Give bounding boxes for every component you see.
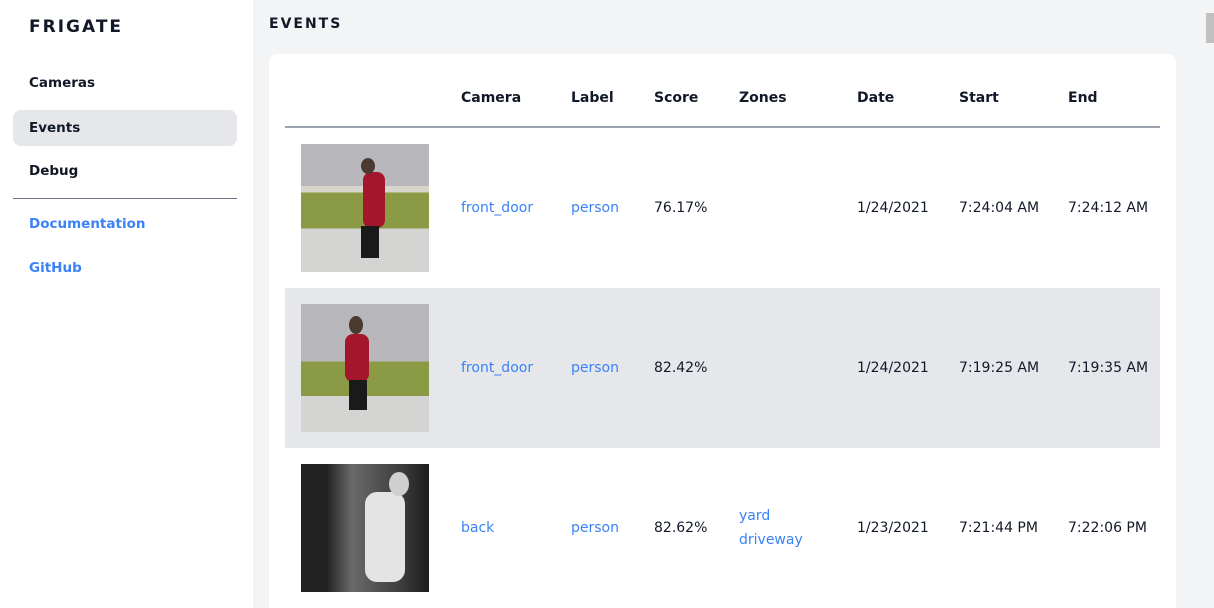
score: 82.62%: [654, 520, 708, 536]
event-thumbnail[interactable]: [301, 304, 429, 432]
event-thumbnail[interactable]: [301, 144, 429, 272]
documentation-link[interactable]: Documentation: [29, 216, 146, 232]
page-title: EVENTS: [269, 16, 343, 32]
sidebar-item-debug[interactable]: Debug: [29, 163, 79, 179]
sidebar-item-cameras[interactable]: Cameras: [29, 75, 96, 91]
sidebar-divider: [13, 198, 237, 199]
date: 1/23/2021: [857, 520, 929, 536]
score: 76.17%: [654, 200, 708, 216]
score: 82.42%: [654, 360, 708, 376]
events-table: Camera Label Score Zones Date Start End …: [269, 54, 1176, 608]
table-row[interactable]: front_door person 76.17% 1/24/2021 7:24:…: [285, 128, 1160, 288]
sidebar: FRIGATE Cameras Events Debug Documentati…: [0, 0, 253, 608]
header-end: End: [1068, 90, 1098, 106]
header-divider: [285, 126, 1160, 128]
scrollbar[interactable]: [1202, 0, 1214, 608]
camera-link[interactable]: front_door: [461, 360, 534, 376]
date: 1/24/2021: [857, 200, 929, 216]
header-zones: Zones: [739, 90, 787, 106]
header-camera: Camera: [461, 90, 522, 106]
end-time: 7:24:12 AM: [1068, 200, 1149, 216]
start-time: 7:21:44 PM: [959, 520, 1038, 536]
end-time: 7:19:35 AM: [1068, 360, 1149, 376]
header-start: Start: [959, 90, 999, 106]
sidebar-item-events[interactable]: Events: [13, 110, 237, 146]
header-score: Score: [654, 90, 699, 106]
camera-link[interactable]: back: [461, 520, 495, 536]
label-link[interactable]: person: [571, 360, 619, 376]
table-row[interactable]: back person 82.62% yard driveway 1/23/20…: [285, 448, 1160, 608]
header-date: Date: [857, 90, 895, 106]
zones: yard driveway: [739, 504, 803, 552]
camera-link[interactable]: front_door: [461, 200, 534, 216]
header-label: Label: [571, 90, 614, 106]
start-time: 7:24:04 AM: [959, 200, 1040, 216]
label-link[interactable]: person: [571, 200, 619, 216]
event-thumbnail[interactable]: [301, 464, 429, 592]
zone-link[interactable]: driveway: [739, 532, 803, 548]
label-link[interactable]: person: [571, 520, 619, 536]
end-time: 7:22:06 PM: [1068, 520, 1147, 536]
github-link[interactable]: GitHub: [29, 260, 82, 276]
start-time: 7:19:25 AM: [959, 360, 1040, 376]
date: 1/24/2021: [857, 360, 929, 376]
zone-link[interactable]: yard: [739, 508, 771, 524]
scrollbar-thumb[interactable]: [1206, 13, 1214, 43]
app-logo: FRIGATE: [29, 17, 124, 37]
table-row[interactable]: front_door person 82.42% 1/24/2021 7:19:…: [285, 288, 1160, 448]
